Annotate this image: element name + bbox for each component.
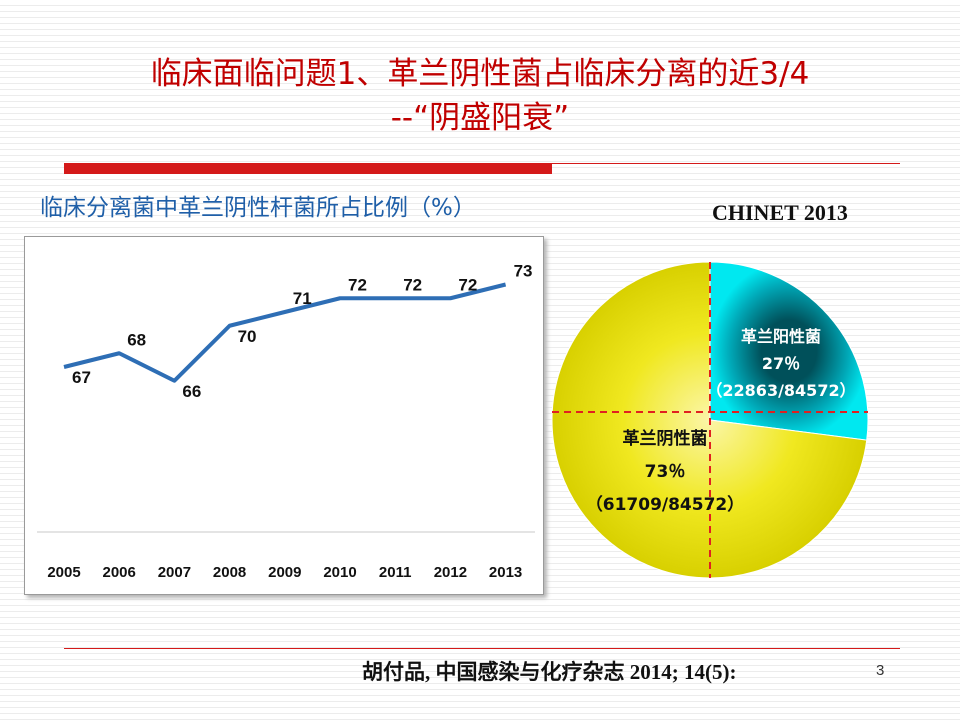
data-label: 66	[182, 382, 201, 401]
data-label: 68	[127, 330, 146, 349]
x-tick-label: 2009	[268, 564, 301, 581]
title-divider-line	[552, 163, 900, 164]
data-label: 70	[238, 327, 257, 346]
line-chart-subtitle: 临床分离菌中革兰阴性杆菌所占比例（%）	[40, 195, 476, 221]
pie-label-gram-negative: 革兰阴性菌	[623, 428, 708, 449]
pie-chart-title: CHINET 2013	[712, 200, 848, 225]
pie-chart: 革兰阳性菌 27％ （22863/84572） 革兰阴性菌 73％ （61709/8457…	[550, 258, 870, 588]
pie-chart-svg: 革兰阳性菌 27％ （22863/84572） 革兰阴性菌 73％ （61709/8457…	[551, 261, 869, 579]
slide-title: 临床面临问题1、革兰阴性菌占临床分离的近3/4 --“阴盛阳衰”	[40, 52, 920, 140]
series-line	[63, 282, 507, 383]
x-tick-label: 2007	[158, 564, 191, 581]
x-tick-label: 2006	[103, 564, 136, 581]
pie-label-gram-positive: 27％	[762, 354, 800, 373]
line-chart: 67 68 66 70 71 72 72 72 73 2005 2006 2007 2008 2009 20…	[24, 236, 544, 595]
pie-label-gram-positive: 革兰阳性菌	[741, 327, 821, 346]
x-tick-label: 2012	[434, 564, 467, 581]
title-accent-bar	[64, 163, 552, 174]
x-tick-label: 2010	[323, 564, 356, 581]
pie-label-gram-positive: （22863/84572）	[706, 381, 855, 400]
page-number: 3	[876, 662, 885, 679]
pie-label-gram-negative: 73％	[645, 462, 686, 482]
x-tick-label: 2011	[379, 564, 412, 581]
x-tick-label: 2005	[47, 564, 80, 581]
data-label: 72	[403, 275, 422, 294]
data-label: 73	[514, 262, 533, 281]
x-tick-label: 2008	[213, 564, 246, 581]
pie-slice-gram-positive	[709, 261, 869, 441]
data-label: 72	[348, 275, 367, 294]
data-label: 71	[293, 289, 312, 308]
line-chart-svg: 67 68 66 70 71 72 72 72 73 2005 2006 2007 2008 2009 20…	[37, 262, 535, 581]
x-tick-label: 2013	[489, 564, 522, 581]
footer-divider-line	[64, 648, 900, 649]
data-label: 72	[458, 275, 477, 294]
title-line-2: --“阴盛阳衰”	[390, 100, 570, 136]
pie-label-gram-negative: （61709/84572）	[586, 494, 745, 515]
title-line-1: 临床面临问题1、革兰阴性菌占临床分离的近3/4	[150, 56, 810, 92]
citation: 胡付品, 中国感染与化疗杂志 2014; 14(5):	[362, 660, 737, 684]
data-label: 67	[72, 368, 91, 387]
